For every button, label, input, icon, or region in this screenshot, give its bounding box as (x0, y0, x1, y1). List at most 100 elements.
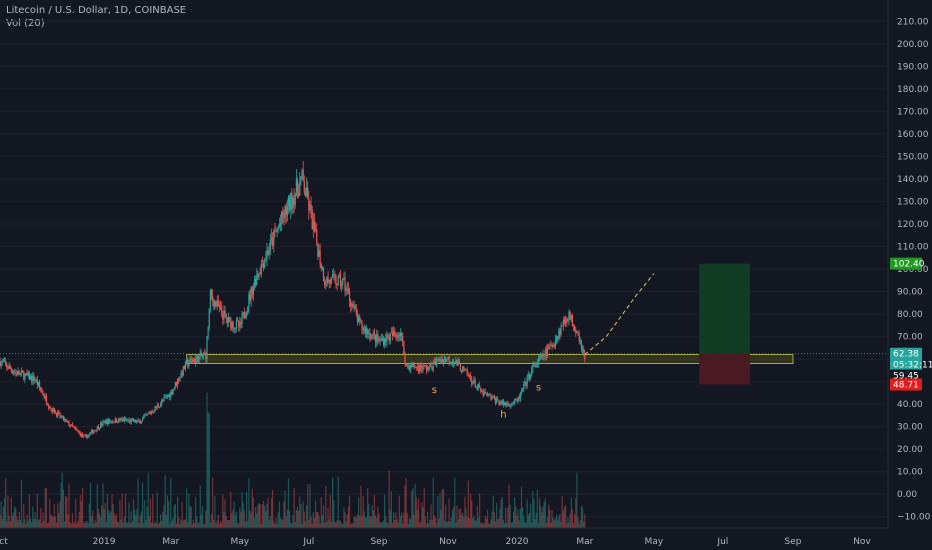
volume-bar (231, 512, 233, 528)
volume-bar (310, 516, 312, 528)
volume-bar (12, 512, 15, 528)
candle-body (520, 390, 523, 393)
volume-bar (524, 522, 526, 528)
volume-bar (377, 507, 379, 528)
volume-bar (17, 520, 19, 528)
volume-bar (55, 522, 58, 528)
candle-body (541, 353, 543, 356)
volume-bar (88, 503, 90, 528)
candle-body (540, 355, 542, 359)
candle-body (12, 372, 15, 374)
volume-bar (316, 512, 318, 528)
candle-body (344, 277, 346, 291)
volume-bar (253, 517, 256, 528)
candle-body (124, 418, 127, 421)
candle-body (560, 325, 562, 335)
volume-bar (111, 494, 113, 528)
candle-body (479, 385, 481, 388)
candle-body (275, 231, 277, 233)
candle-body (243, 312, 245, 318)
stop-loss-box[interactable] (699, 353, 751, 385)
price-badge-label: 59.45 (893, 372, 919, 382)
volume-bar (150, 523, 153, 528)
volume-bar (325, 485, 327, 528)
candle-body (384, 338, 386, 345)
candle-body (486, 393, 489, 395)
candle-body (219, 305, 222, 307)
candle-body (509, 404, 511, 407)
volume-bar (476, 505, 478, 528)
volume-bar (7, 495, 9, 528)
volume-bar (365, 517, 368, 528)
candle-body (417, 366, 420, 372)
volume-bar (400, 512, 403, 528)
volume-bar (188, 493, 190, 528)
volume-bar (291, 523, 293, 528)
volume-bar (199, 485, 201, 528)
candle-body (236, 320, 239, 322)
volume-bar (300, 503, 302, 528)
candle-body (451, 360, 454, 363)
volume-bar (109, 513, 111, 528)
volume-bar (162, 511, 164, 528)
candle-body (553, 344, 555, 347)
candle-body (132, 419, 135, 422)
candle-body (72, 426, 75, 428)
candle-body (477, 385, 480, 388)
candle-body (104, 421, 106, 424)
candle-body (140, 421, 143, 424)
candle-body (549, 345, 551, 349)
candle-body (234, 327, 236, 329)
volume-bar (48, 522, 50, 528)
volume-bar (518, 520, 520, 528)
candle-body (465, 369, 467, 371)
candle-body (466, 369, 468, 375)
candle-body (260, 263, 262, 275)
candle-body (329, 279, 331, 284)
volume-bar (372, 510, 374, 528)
candle-body (174, 382, 176, 388)
candle-body (106, 420, 109, 425)
volume-bar (412, 488, 414, 528)
volume-bar (198, 522, 200, 528)
volume-bar (105, 521, 107, 528)
volume-bar (203, 523, 205, 528)
price-badge (890, 347, 922, 360)
volume-bar (440, 509, 442, 528)
volume-bar (96, 484, 98, 528)
candle-body (193, 360, 196, 363)
profit-target-box[interactable] (699, 263, 751, 354)
candle-body (303, 180, 305, 193)
volume-bar (581, 507, 584, 528)
price-tick-label: 150.00 (897, 152, 929, 162)
volume-bar (2, 506, 4, 528)
volume-bar (484, 515, 486, 528)
volume-bar (71, 512, 73, 528)
candle-body (320, 264, 322, 269)
volume-bar (502, 519, 504, 528)
candle-body (23, 372, 25, 380)
candle-body (76, 429, 78, 431)
candle-body (429, 363, 431, 367)
candle-body (18, 370, 20, 375)
candle-body (115, 418, 118, 423)
candle-body (295, 179, 297, 195)
candle-body (233, 328, 235, 330)
candle-body (167, 394, 170, 397)
volume-bar (139, 515, 141, 528)
volume-bar (1, 519, 3, 528)
volume-bar (456, 505, 458, 528)
volume-bar (163, 504, 165, 528)
volume-bar (496, 503, 498, 528)
volume-bar (561, 496, 563, 528)
volume-bar (469, 493, 472, 528)
volume-bar (80, 501, 83, 528)
time-tick-label: Nov (439, 537, 457, 547)
volume-bar (565, 504, 567, 528)
volume-bar (103, 508, 105, 528)
volume-bar (270, 498, 273, 528)
volume-bar (215, 523, 217, 528)
volume-bar (123, 516, 126, 528)
volume-bar (531, 522, 533, 528)
